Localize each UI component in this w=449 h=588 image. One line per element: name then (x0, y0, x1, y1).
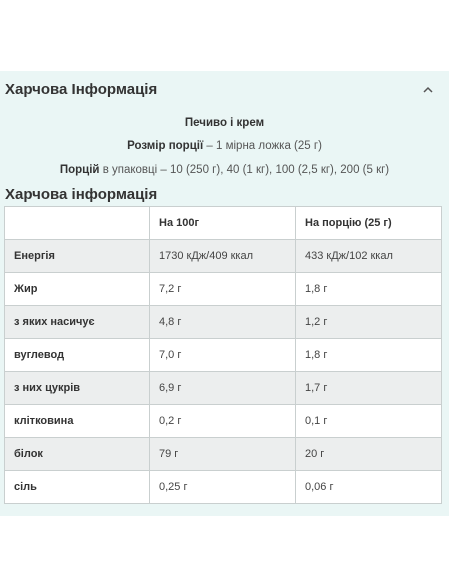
per-100g-value: 0,25 г (149, 470, 296, 504)
nutrient-name: Енергія (4, 239, 150, 273)
per-serving-value: 1,2 г (295, 305, 442, 339)
nutrient-name: сіль (4, 470, 150, 504)
nutrition-table: На 100г На порцію (25 г) Енергія 1730 кД… (4, 206, 442, 504)
per-serving-value: 0,1 г (295, 404, 442, 438)
per-100g-value: 7,0 г (149, 338, 296, 372)
per-serving-value: 1,8 г (295, 272, 442, 306)
per-serving-value: 0,06 г (295, 470, 442, 504)
nutrient-name: з яких насичує (4, 305, 150, 339)
table-row: клітковина 0,2 г 0,1 г (4, 404, 442, 438)
nutrition-table-title: Харчова інформація (5, 186, 158, 203)
nutrient-name: Жир (4, 272, 150, 306)
table-row: вуглевод 7,0 г 1,8 г (4, 338, 442, 372)
table-row: з них цукрів 6,9 г 1,7 г (4, 371, 442, 405)
nutrient-name: білок (4, 437, 150, 471)
nutrient-name: вуглевод (4, 338, 150, 372)
table-row: з яких насичує 4,8 г 1,2 г (4, 305, 442, 339)
nutrient-name: клітковина (4, 404, 150, 438)
table-header-row: На 100г На порцію (25 г) (4, 206, 442, 240)
per-serving-value: 1,8 г (295, 338, 442, 372)
servings-value: в упаковці – 10 (250 г), 40 (1 кг), 100 … (102, 164, 390, 176)
nutrient-name: з них цукрів (4, 371, 150, 405)
accordion-title: Харчова Інформація (5, 81, 158, 98)
per-serving-value: 20 г (295, 437, 442, 471)
per-100g-value: 79 г (149, 437, 296, 471)
serving-size-label: Розмір порції (127, 140, 204, 152)
column-header: На порцію (25 г) (295, 206, 442, 240)
flavor-name: Печиво і крем (184, 117, 265, 129)
servings-label: Порцій (59, 164, 100, 176)
serving-size-value: – 1 мірна ложка (25 г) (206, 140, 322, 152)
chevron-up-icon[interactable] (421, 82, 435, 96)
per-100g-value: 7,2 г (149, 272, 296, 306)
table-row: Енергія 1730 кДж/409 ккал 433 кДж/102 кк… (4, 239, 442, 273)
per-100g-value: 6,9 г (149, 371, 296, 405)
accordion-header[interactable]: Харчова Інформація (0, 71, 449, 107)
table-row: білок 79 г 20 г (4, 437, 442, 471)
per-100g-value: 0,2 г (149, 404, 296, 438)
column-header: На 100г (149, 206, 296, 240)
table-row: Жир 7,2 г 1,8 г (4, 272, 442, 306)
per-serving-value: 1,7 г (295, 371, 442, 405)
column-header (4, 206, 150, 240)
serving-size-line: Розмір порції – 1 мірна ложка (25 г) (0, 140, 449, 152)
flavor-line: Печиво і крем (0, 117, 449, 129)
per-serving-value: 433 кДж/102 ккал (295, 239, 442, 273)
nutrition-panel: Харчова Інформація Печиво і крем Розмір … (0, 71, 449, 516)
servings-line: Порцій в упаковці – 10 (250 г), 40 (1 кг… (0, 164, 449, 176)
per-100g-value: 4,8 г (149, 305, 296, 339)
per-100g-value: 1730 кДж/409 ккал (149, 239, 296, 273)
table-row: сіль 0,25 г 0,06 г (4, 470, 442, 504)
